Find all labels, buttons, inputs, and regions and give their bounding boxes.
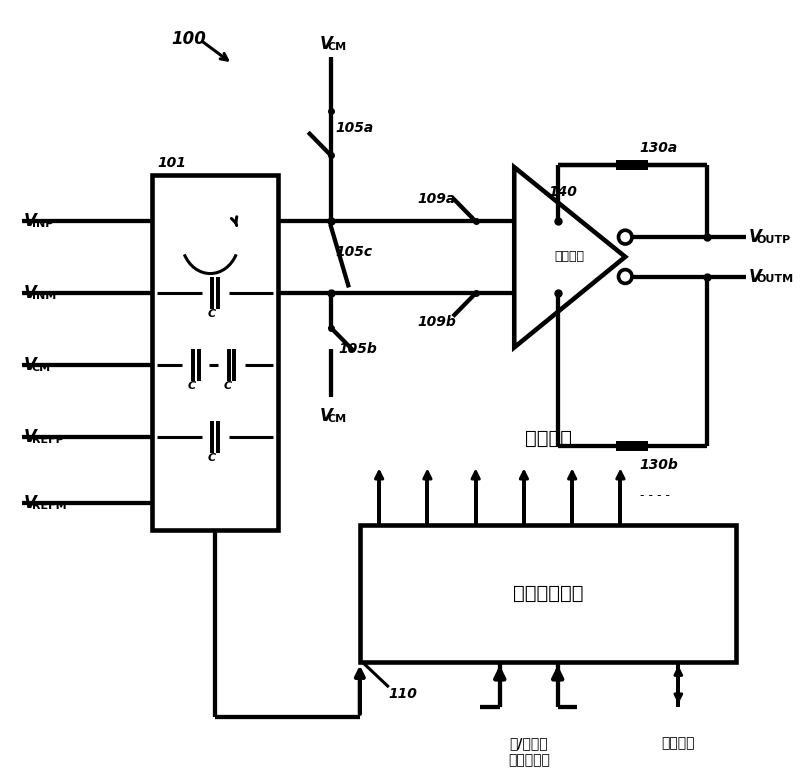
Text: OUTP: OUTP [757, 235, 790, 245]
Text: 140: 140 [548, 185, 577, 199]
Text: 130a: 130a [640, 141, 678, 154]
Text: INP: INP [32, 219, 53, 229]
Text: V: V [749, 268, 762, 286]
Text: V: V [24, 284, 37, 303]
Text: 器数字输入: 器数字输入 [508, 753, 550, 767]
Text: C: C [207, 309, 215, 319]
Text: 101: 101 [157, 156, 186, 170]
Text: 控制信号: 控制信号 [662, 736, 695, 750]
Text: V: V [24, 494, 37, 512]
Text: INM: INM [32, 291, 56, 301]
Text: 100: 100 [172, 30, 206, 49]
Text: V: V [319, 408, 332, 425]
Bar [360, 525, 736, 662]
Text: CM: CM [327, 415, 346, 425]
Bar [152, 175, 278, 530]
Text: 去往开关: 去往开关 [525, 428, 571, 448]
Text: 105b: 105b [338, 343, 378, 357]
Text: V: V [24, 356, 37, 374]
Text: 109b: 109b [418, 315, 457, 329]
Text: V: V [319, 36, 332, 53]
Text: 110: 110 [389, 687, 418, 701]
Text: V: V [749, 228, 762, 246]
Text: 数/模转换: 数/模转换 [510, 736, 548, 750]
Text: 109a: 109a [418, 191, 456, 206]
Text: 差分运算: 差分运算 [554, 250, 584, 263]
Text: - - - -: - - - - [640, 489, 670, 502]
Text: CM: CM [32, 363, 51, 373]
Text: 切换控制单元: 切换控制单元 [513, 584, 583, 603]
Text: REFM: REFM [32, 501, 66, 511]
Text: REFP: REFP [32, 435, 63, 445]
Polygon shape [514, 168, 626, 347]
Text: C: C [223, 381, 232, 391]
Text: C: C [207, 452, 215, 462]
Text: V: V [24, 212, 37, 230]
Text: 105a: 105a [336, 121, 374, 135]
Text: OUTM: OUTM [757, 275, 794, 284]
Text: V: V [24, 428, 37, 446]
Text: 105c: 105c [336, 245, 373, 259]
Text: C: C [188, 381, 196, 391]
Text: CM: CM [327, 42, 346, 52]
Text: 130b: 130b [640, 458, 678, 472]
